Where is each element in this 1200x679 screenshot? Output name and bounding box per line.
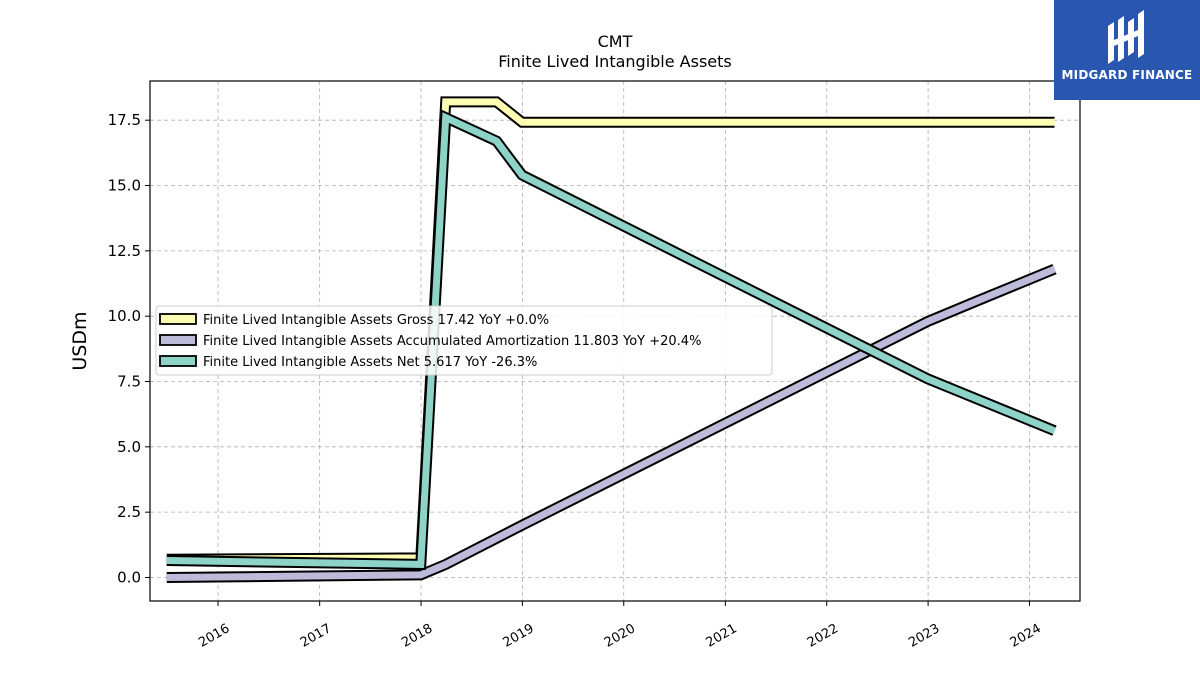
legend-swatch xyxy=(159,355,197,367)
y-tick-label: 10.0 xyxy=(108,307,141,325)
y-axis-label: USDm xyxy=(69,311,91,370)
x-tick-label: 2018 xyxy=(399,621,435,651)
x-tick-label: 2017 xyxy=(298,621,334,651)
legend-box xyxy=(155,305,773,376)
y-tick-label: 5.0 xyxy=(117,438,141,456)
legend-swatch xyxy=(159,334,197,346)
x-tick-label: 2019 xyxy=(501,621,537,651)
series-line-1 xyxy=(166,265,1056,581)
x-tick-label: 2020 xyxy=(602,621,638,651)
series-line-2 xyxy=(166,112,1056,568)
y-axis: 0.0 2.5 5.0 7.5 10.0 12.5 15.0 17.5 xyxy=(108,111,150,586)
series-group xyxy=(166,96,1057,583)
x-tick-label: 2021 xyxy=(704,621,740,651)
y-tick-label: 12.5 xyxy=(108,242,141,260)
x-tick-label: 2016 xyxy=(196,621,232,651)
x-tick-label: 2023 xyxy=(906,621,942,651)
chart-subtitle: Finite Lived Intangible Assets xyxy=(498,52,731,71)
legend-label: Finite Lived Intangible Assets Gross 17.… xyxy=(203,313,549,328)
y-tick-label: 0.0 xyxy=(117,568,141,586)
y-tick-label: 15.0 xyxy=(108,177,141,195)
y-tick-label: 2.5 xyxy=(117,503,141,521)
midgard-finance-logo: MIDGARD FINANCE xyxy=(1054,0,1200,100)
logo-text: MIDGARD FINANCE xyxy=(1061,68,1193,82)
plot-frame xyxy=(149,80,1081,602)
x-tick-label: 2024 xyxy=(1008,621,1044,651)
y-tick-label: 17.5 xyxy=(108,111,141,129)
chart-title: CMT xyxy=(598,32,633,51)
legend: Finite Lived Intangible Assets Gross 17.… xyxy=(155,305,773,376)
legend-label: Finite Lived Intangible Assets Net 5.617… xyxy=(203,355,537,370)
y-tick-label: 7.5 xyxy=(117,373,141,391)
x-axis: 2016 2017 2018 2019 2020 2021 2022 2023 2024 xyxy=(196,601,1044,651)
series-line-0 xyxy=(166,98,1055,563)
legend-swatch xyxy=(159,313,197,325)
x-tick-label: 2022 xyxy=(805,621,841,651)
logo-mark-icon xyxy=(1108,10,1144,64)
legend-label: Finite Lived Intangible Assets Accumulat… xyxy=(203,334,701,349)
